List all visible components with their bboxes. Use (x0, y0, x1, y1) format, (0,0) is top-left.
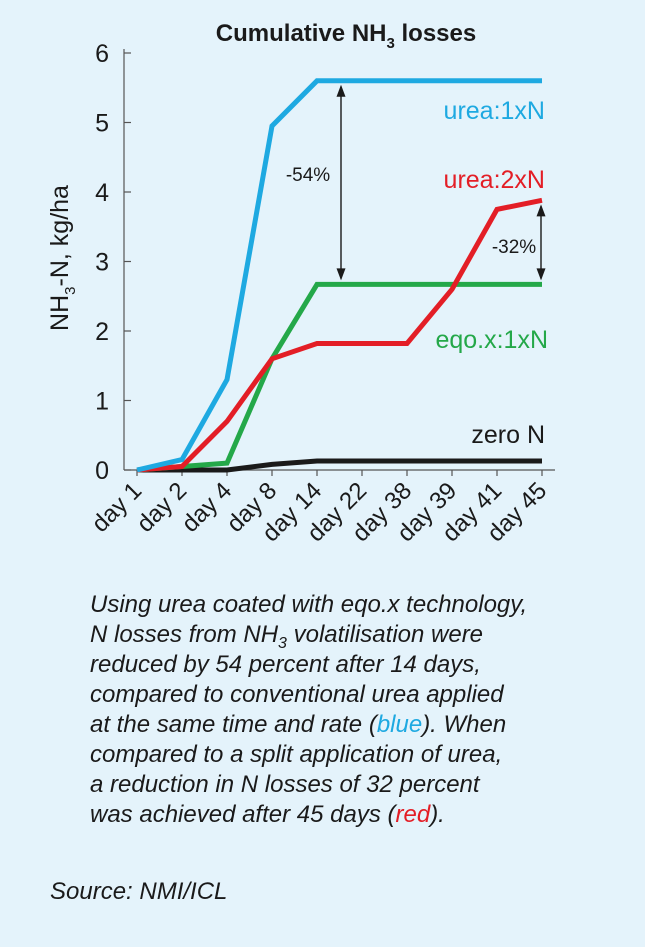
caption-text: a reduction in N losses of 32 percent (90, 771, 480, 798)
annotation-arrow-head-bottom (536, 268, 546, 281)
y-tick-label: 5 (95, 110, 109, 138)
caption-line: at the same time and rate (blue). When (90, 711, 506, 738)
caption-text: volatilisation were (286, 621, 484, 648)
annotation-label-54: -54% (286, 165, 330, 186)
series-label: zero N (471, 421, 545, 449)
annotation-arrow-head-top (336, 84, 346, 97)
annotation-arrow-head-top (536, 204, 546, 217)
annotation-label-32: -32% (492, 237, 536, 258)
caption-text: at the same time and rate ( (90, 711, 377, 738)
y-tick-label: 1 (95, 388, 109, 416)
series-label: urea:2xN (444, 166, 545, 194)
difference-annotations: -54% -32% (286, 84, 546, 281)
caption-color-word: blue (376, 711, 423, 738)
y-tick-label: 4 (95, 179, 109, 207)
chart-title-subscript: 3 (386, 35, 394, 52)
x-tick-label: day 2 (132, 477, 193, 538)
caption-text: ). (430, 801, 445, 828)
chart-title-tail: losses (395, 20, 476, 47)
caption-text: ). When (422, 711, 507, 738)
series-lines (136, 78, 543, 473)
y-axis-label: NH3-N, kg/ha (46, 185, 79, 331)
y-tick-label: 2 (95, 318, 109, 346)
caption-text: compared to a split application of urea, (90, 741, 503, 768)
caption-line: was achieved after 45 days (red). (90, 801, 445, 828)
caption-text: N losses from NH (90, 621, 279, 648)
chart-title: Cumulative NH3 losses (216, 20, 476, 52)
series-label: eqo.x:1xN (435, 326, 548, 354)
y-axis-label-subscript: 3 (62, 286, 79, 294)
annotation-arrow-54 (336, 84, 346, 281)
caption-text: compared to conventional urea applied (90, 681, 504, 708)
caption-line: reduced by 54 percent after 14 days, (90, 651, 481, 678)
series-line-urea-1xn (136, 78, 542, 473)
series-line-zero-n (137, 458, 542, 473)
figure-caption: Using urea coated with eqo.x technology,… (90, 590, 610, 830)
series-line-urea-2xn (136, 197, 543, 473)
caption-line: a reduction in N losses of 32 percent (90, 771, 480, 798)
annotation-arrow-head-bottom (336, 268, 346, 281)
series-label: urea:1xN (444, 97, 545, 125)
series-line-eqo-x-1xn (136, 281, 542, 473)
y-tick-label: 6 (95, 40, 109, 68)
caption-text: Using urea coated with eqo.x technology, (90, 591, 528, 618)
series-labels: urea:1xN urea:2xN eqo.x:1xN zero N (435, 97, 548, 449)
chart-title-main: Cumulative NH (216, 20, 387, 47)
caption-text: was achieved after 45 days ( (90, 801, 396, 828)
y-ticks: 0 1 2 3 4 5 6 (95, 40, 131, 485)
y-axis-label-main: NH (46, 295, 74, 331)
caption-line: compared to conventional urea applied (90, 681, 504, 708)
y-axis-label-tail: -N, kg/ha (46, 185, 74, 287)
x-tick-label: day 4 (177, 477, 238, 538)
caption-line: Using urea coated with eqo.x technology, (90, 591, 527, 618)
caption-text: reduced by 54 percent after 14 days, (90, 651, 481, 678)
caption-line: N losses from NH3 volatilisation were (90, 621, 484, 651)
caption-color-word: red (395, 801, 431, 828)
y-tick-label: 3 (95, 249, 109, 277)
caption-subscript: 3 (278, 634, 287, 652)
annotation-arrow-32 (536, 204, 546, 281)
y-tick-label: 0 (95, 457, 109, 485)
x-tick-label: day 1 (87, 477, 148, 538)
caption-line: compared to a split application of urea, (90, 741, 502, 768)
nh3-losses-chart: Cumulative NH3 losses NH3-N, kg/ha 01234… (46, 20, 555, 547)
source-note: Source: NMI/ICL (50, 878, 228, 905)
